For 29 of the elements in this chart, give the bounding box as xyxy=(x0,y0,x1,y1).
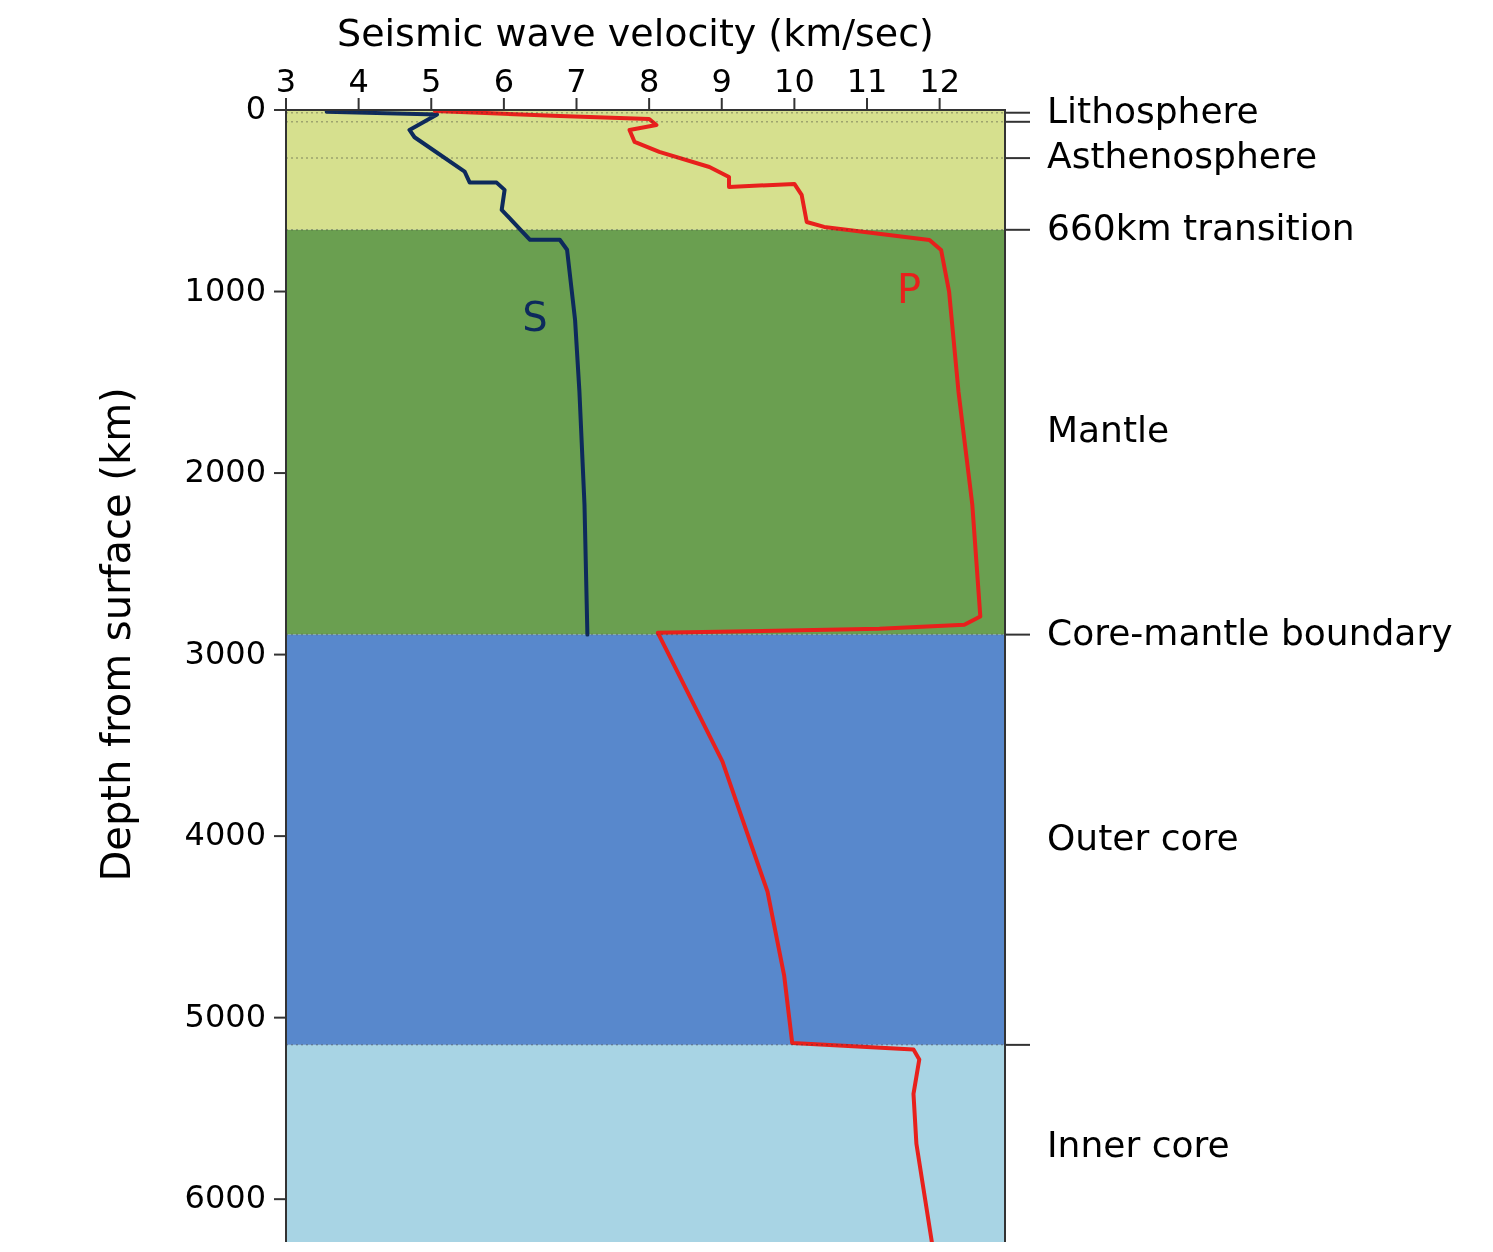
y-axis-title: Depth from surface (km) xyxy=(93,387,139,882)
x-axis-title: Seismic wave velocity (km/sec) xyxy=(337,11,934,55)
ref-line-label: Lithosphere xyxy=(1047,89,1259,131)
x-tick-label: 6 xyxy=(493,62,515,100)
ref-line-label: 660km transition xyxy=(1047,206,1355,248)
y-tick-label: 6000 xyxy=(184,1178,266,1217)
y-tick-label: 5000 xyxy=(184,996,266,1035)
y-tick-label: 2000 xyxy=(184,452,266,491)
x-tick-label: 5 xyxy=(421,62,442,100)
series-label: P xyxy=(897,265,922,312)
x-tick-label: 12 xyxy=(919,62,960,100)
y-tick-label: 4000 xyxy=(184,815,266,854)
ref-line-label: Asthenosphere xyxy=(1047,135,1318,177)
series-label: S xyxy=(522,293,548,340)
y-tick-label: 0 xyxy=(245,89,266,127)
band-label: Inner core xyxy=(1047,1124,1230,1166)
x-tick-label: 10 xyxy=(774,62,815,100)
line-series xyxy=(324,110,590,637)
x-tick-label: 7 xyxy=(566,62,587,100)
y-tick-label: 1000 xyxy=(184,270,266,309)
x-tick-label: 11 xyxy=(846,62,888,100)
x-tick-label: 8 xyxy=(638,62,660,100)
ref-line-label: Core-mantle boundary xyxy=(1047,611,1453,653)
band-label: Mantle xyxy=(1047,409,1170,451)
x-tick-label: 3 xyxy=(275,62,297,100)
band-label: Outer core xyxy=(1047,816,1239,858)
x-tick-label: 9 xyxy=(711,62,732,100)
x-tick-label: 4 xyxy=(348,62,369,100)
y-tick-label: 3000 xyxy=(184,633,266,672)
